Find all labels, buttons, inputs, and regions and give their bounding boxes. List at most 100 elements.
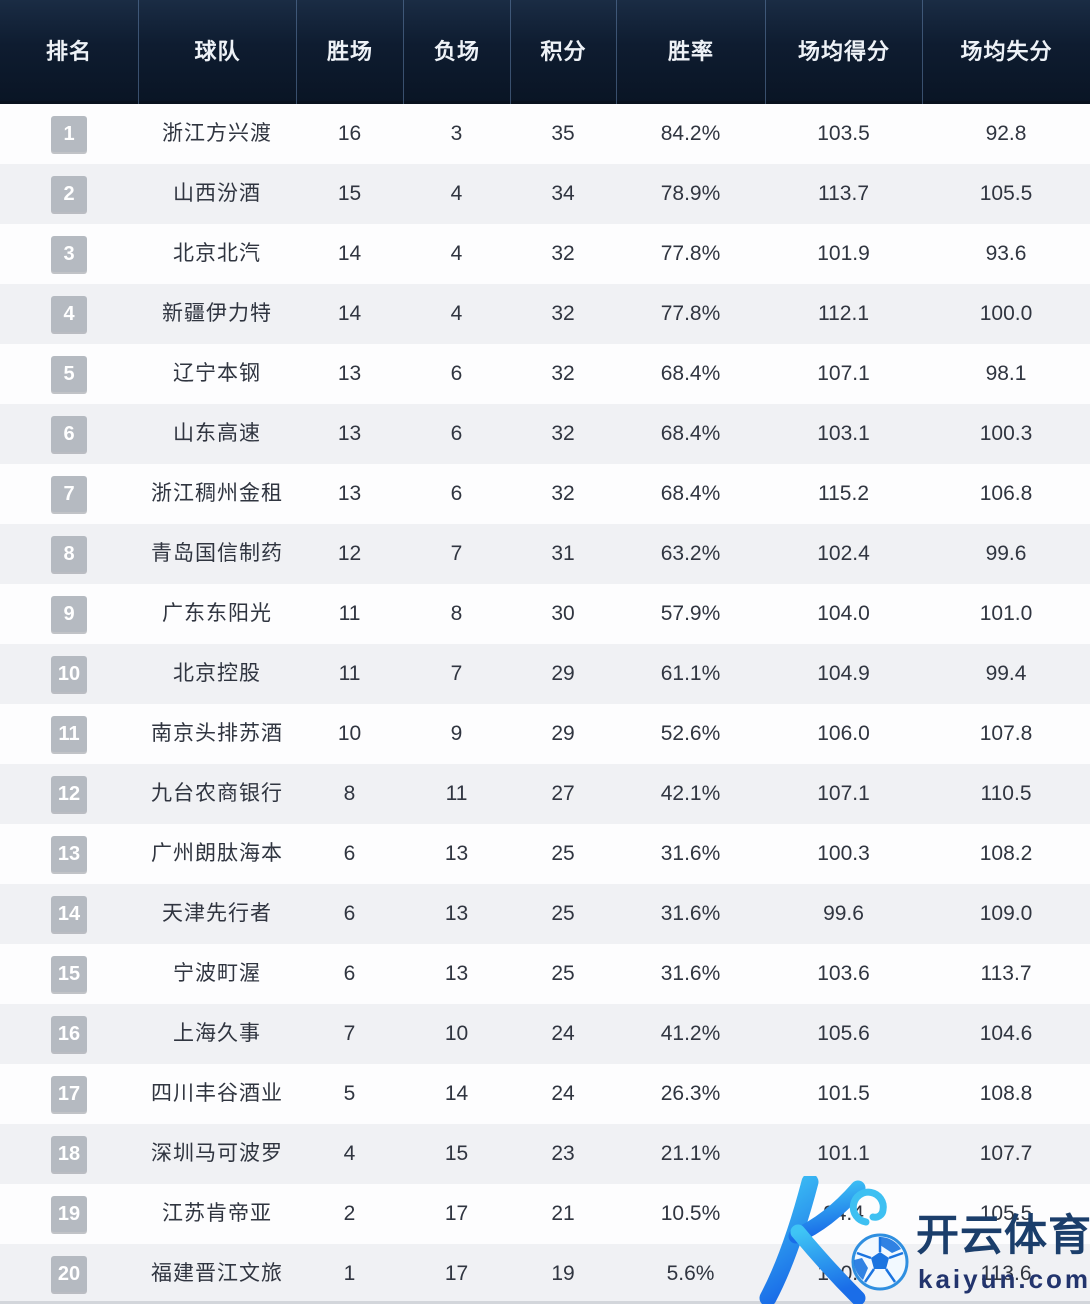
cell-losses: 14 (444, 1082, 469, 1105)
cell-losses: 6 (450, 422, 463, 445)
cell-win-rate: 77.8% (660, 242, 721, 265)
cell-points: 29 (551, 662, 575, 685)
cell-avg-points-for: 101.5 (817, 1082, 870, 1105)
cell-avg-points-against: 106.8 (979, 482, 1033, 505)
cell-avg-points-for: 103.6 (817, 962, 870, 985)
cell-avg-points-for: 100.3 (817, 842, 870, 865)
cell-wins: 5 (343, 1082, 356, 1105)
column-header-win-rate: 胜率 (616, 0, 765, 104)
table-row: 3 北京北汽 14 4 32 77.8% 101.9 93.6 (0, 224, 1090, 284)
cell-team-name: 新疆伊力特 (162, 302, 272, 325)
cell-losses: 4 (450, 302, 463, 325)
cell-team-name: 山西汾酒 (173, 182, 261, 205)
cell-team-name: 南京头排苏酒 (151, 722, 283, 745)
cell-win-rate: 68.4% (660, 482, 721, 505)
column-header-wins: 胜场 (296, 0, 403, 104)
cell-win-rate: 68.4% (660, 422, 721, 445)
cell-wins: 14 (337, 302, 362, 325)
cell-avg-points-against: 113.7 (980, 962, 1032, 985)
cell-win-rate: 68.4% (660, 362, 721, 385)
column-header-avg-points-for: 场均得分 (765, 0, 922, 104)
cell-team-name: 四川丰谷酒业 (151, 1082, 283, 1105)
cell-win-rate: 78.9% (660, 182, 721, 205)
cell-rank: 16 (0, 1004, 138, 1064)
cell-win-rate: 5.6% (666, 1262, 715, 1285)
cell-team-name: 福建晋江文旅 (151, 1262, 283, 1285)
column-header-team: 球队 (138, 0, 296, 104)
table-row: 9 广东东阳光 11 8 30 57.9% 104.0 101.0 (0, 584, 1090, 644)
cell-losses: 7 (450, 542, 463, 565)
cell-team-name: 青岛国信制药 (151, 542, 283, 565)
cell-avg-points-against: 105.5 (979, 1202, 1033, 1225)
cell-avg-points-against: 108.2 (979, 842, 1033, 865)
cell-wins: 11 (338, 602, 361, 625)
table-row: 14 天津先行者 6 13 25 31.6% 99.6 109.0 (0, 884, 1090, 944)
cell-wins: 13 (337, 422, 362, 445)
cell-wins: 15 (337, 182, 362, 205)
cell-wins: 12 (337, 542, 362, 565)
cell-rank: 14 (0, 884, 138, 944)
cell-rank: 4 (0, 284, 138, 344)
cell-rank: 9 (0, 584, 138, 644)
cell-points: 32 (551, 422, 575, 445)
table-row: 7 浙江稠州金租 13 6 32 68.4% 115.2 106.8 (0, 464, 1090, 524)
cell-losses: 15 (444, 1142, 469, 1165)
cell-avg-points-for: 107.1 (817, 782, 870, 805)
rank-badge: 11 (51, 716, 87, 753)
cell-team-name: 江苏肯帝亚 (162, 1202, 272, 1225)
cell-wins: 13 (337, 482, 362, 505)
cell-rank: 2 (0, 164, 138, 224)
cell-avg-points-for: 105.6 (817, 1022, 870, 1045)
cell-wins: 1 (343, 1262, 356, 1285)
rank-badge: 14 (51, 896, 87, 933)
cell-losses: 4 (450, 182, 463, 205)
cell-avg-points-against: 107.8 (979, 722, 1033, 745)
cell-points: 29 (551, 722, 575, 745)
cell-rank: 5 (0, 344, 138, 404)
cell-avg-points-for: 103.5 (817, 122, 870, 145)
cell-avg-points-for: 104.0 (817, 602, 870, 625)
cell-avg-points-for: 99.6 (823, 902, 864, 925)
cell-rank: 19 (0, 1184, 138, 1244)
cell-rank: 10 (0, 644, 138, 704)
cell-team-name: 上海久事 (173, 1022, 261, 1045)
cell-win-rate: 31.6% (660, 842, 721, 865)
cell-points: 30 (551, 602, 575, 625)
rank-badge: 6 (51, 416, 87, 453)
cell-wins: 7 (343, 1022, 356, 1045)
cell-losses: 10 (444, 1022, 469, 1045)
cell-team-name: 山东高速 (173, 422, 261, 445)
cell-win-rate: 84.2% (660, 122, 721, 145)
rank-badge: 8 (51, 536, 87, 573)
cell-team-name: 浙江稠州金租 (151, 482, 283, 505)
cell-avg-points-against: 110.5 (980, 782, 1032, 805)
cell-avg-points-against: 107.7 (979, 1142, 1033, 1165)
cell-avg-points-against: 104.6 (979, 1022, 1033, 1045)
standings-rows: 1 浙江方兴渡 16 3 35 84.2% 103.5 92.8 2 山西汾酒 … (0, 104, 1090, 1304)
table-row: 4 新疆伊力特 14 4 32 77.8% 112.1 100.0 (0, 284, 1090, 344)
cell-avg-points-for: 103.1 (817, 422, 870, 445)
cell-losses: 6 (450, 482, 463, 505)
cell-wins: 4 (343, 1142, 356, 1165)
cell-team-name: 深圳马可波罗 (151, 1142, 283, 1165)
table-row: 16 上海久事 7 10 24 41.2% 105.6 104.6 (0, 1004, 1090, 1064)
table-row: 18 深圳马可波罗 4 15 23 21.1% 101.1 107.7 (0, 1124, 1090, 1184)
column-header-rank: 排名 (45, 39, 92, 64)
table-row: 6 山东高速 13 6 32 68.4% 103.1 100.3 (0, 404, 1090, 464)
table-row: 11 南京头排苏酒 10 9 29 52.6% 106.0 107.8 (0, 704, 1090, 764)
cell-losses: 8 (450, 602, 463, 625)
cell-rank: 8 (0, 524, 138, 584)
table-row: 8 青岛国信制药 12 7 31 63.2% 102.4 99.6 (0, 524, 1090, 584)
rank-badge: 7 (51, 476, 87, 513)
rank-badge: 3 (51, 236, 87, 273)
cell-avg-points-against: 100.3 (979, 422, 1033, 445)
cell-avg-points-for: 102.4 (817, 542, 870, 565)
rank-badge: 15 (51, 956, 87, 993)
cell-rank: 1 (0, 104, 138, 164)
rank-badge: 12 (51, 776, 87, 813)
page-bottom-edge (0, 1301, 1090, 1304)
cell-avg-points-for: 107.1 (817, 362, 870, 385)
cell-avg-points-for: 101.1 (817, 1142, 870, 1165)
table-row: 1 浙江方兴渡 16 3 35 84.2% 103.5 92.8 (0, 104, 1090, 164)
cell-points: 25 (551, 842, 575, 865)
